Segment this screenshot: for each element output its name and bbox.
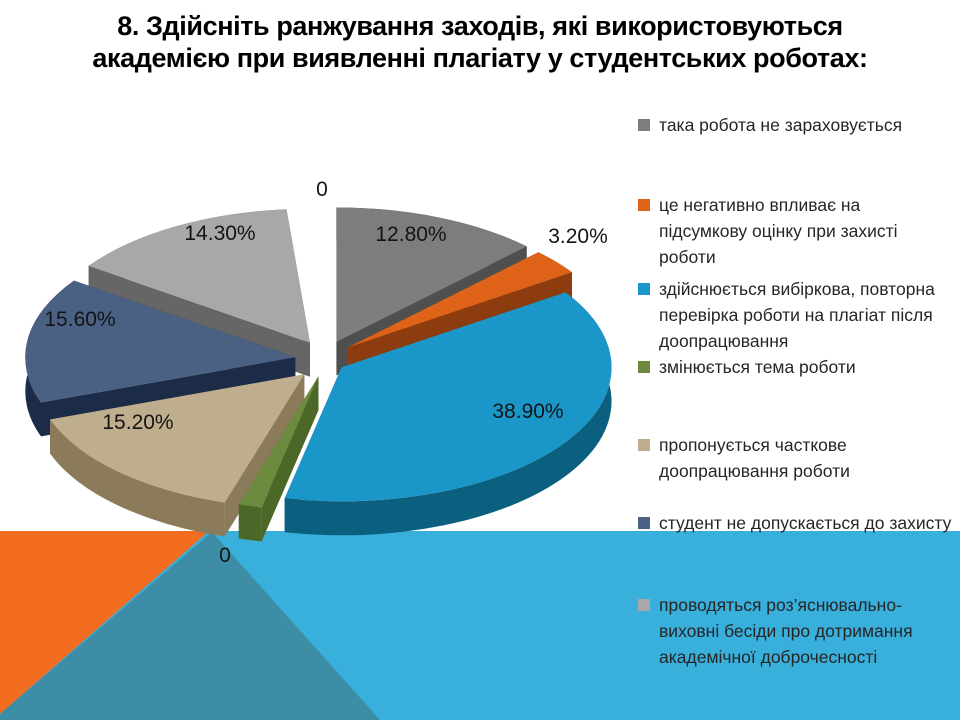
pie-slice-talks (88, 209, 310, 343)
pie-slice-recheck-rim (284, 292, 612, 536)
legend-item-talks: проводяться роз’яснювально-виховні бесід… (638, 592, 953, 670)
pie-slice-topic-change-rim (238, 504, 262, 542)
pie-slice-partial-rework (50, 374, 305, 503)
pie-label-talks: 14.30% (184, 222, 256, 245)
legend-item-affects-grade: це негативно впливає на підсумкову оцінк… (638, 192, 953, 270)
pie-label-topic-change: 0 (219, 544, 231, 567)
chart-title-line-2: академією при виявленні плагіату у студе… (92, 43, 868, 74)
pie-label-extra-zero: 0 (316, 178, 328, 201)
legend-item-partial-rework: пропонується часткове доопрацювання робо… (638, 432, 953, 484)
pie-label-not-counted: 12.80% (375, 223, 447, 246)
legend-label-recheck: здійснюється вибіркова, повторна перевір… (659, 279, 935, 351)
pie-label-affects-grade: 3.20% (548, 225, 608, 248)
legend-label-topic-change: змінюється тема роботи (659, 357, 856, 377)
chart-legend: така робота не зараховується це негативно… (638, 0, 953, 720)
legend-swatch-topic-change (638, 361, 650, 373)
pie-slice-partial-rework-rim (50, 419, 225, 537)
legend-swatch-recheck (638, 283, 650, 295)
pie-label-no-defense: 15.60% (44, 308, 116, 331)
chart-title: 8. Здійсніть ранжування заходів, які вик… (0, 10, 960, 75)
legend-label-affects-grade: це негативно впливає на підсумкову оцінк… (659, 195, 898, 267)
legend-item-topic-change: змінюється тема роботи (638, 354, 953, 380)
legend-item-no-defense: студент не допускається до захисту (638, 510, 953, 536)
pie-slice-affects-grade (348, 252, 572, 348)
pie-label-recheck: 38.90% (492, 400, 564, 423)
pie-slice-no-defense (25, 280, 296, 403)
background-teal-triangle (0, 532, 380, 720)
pie-label-partial-rework: 15.20% (102, 411, 174, 434)
legend-label-talks: проводяться роз’яснювально-виховні бесід… (659, 595, 913, 667)
legend-swatch-no-defense (638, 517, 650, 529)
background-orange-triangle (0, 531, 209, 714)
legend-item-not-counted: така робота не зараховується (638, 112, 953, 138)
legend-swatch-partial-rework (638, 439, 650, 451)
pie-slice-topic-change (238, 376, 319, 508)
legend-label-no-defense: студент не допускається до захисту (659, 513, 952, 533)
legend-label-not-counted: така робота не зараховується (659, 115, 903, 135)
pie-slice-recheck (284, 292, 612, 502)
pie-slice-not-counted (336, 207, 527, 342)
legend-item-recheck: здійснюється вибіркова, повторна перевір… (638, 276, 953, 354)
chart-title-line-1: 8. Здійсніть ранжування заходів, які вик… (117, 11, 843, 41)
legend-swatch-talks (638, 599, 650, 611)
legend-label-partial-rework: пропонується часткове доопрацювання робо… (659, 435, 850, 481)
legend-swatch-not-counted (638, 119, 650, 131)
legend-swatch-affects-grade (638, 199, 650, 211)
